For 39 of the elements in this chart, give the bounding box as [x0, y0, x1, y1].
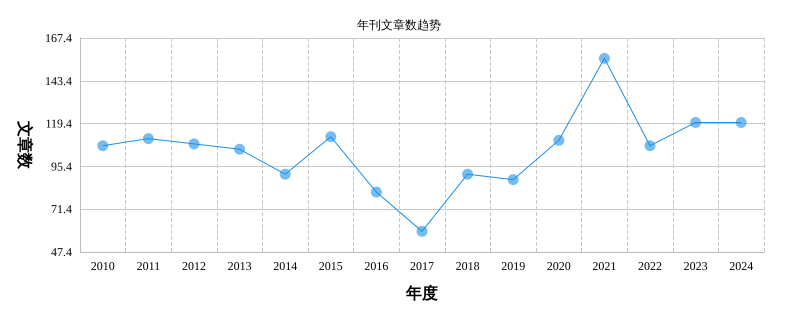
point	[553, 134, 564, 146]
x-tick-label: 2011	[136, 259, 160, 273]
x-axis-title: 年度	[405, 284, 438, 302]
x-tick-label: 2016	[364, 259, 388, 273]
x-tick-label: 2018	[456, 259, 480, 273]
y-tick-label: 95.4	[51, 159, 72, 174]
x-tick-label: 2020	[546, 259, 571, 273]
point	[598, 52, 610, 64]
x-tick-label: 2014	[273, 259, 298, 273]
x-tick-label: 2024	[729, 259, 754, 273]
point	[690, 117, 702, 128]
point	[416, 226, 428, 237]
x-tick-label: 2021	[592, 259, 616, 273]
y-tick-label: 119.4	[45, 116, 72, 131]
x-tick-label: 2015	[318, 259, 343, 273]
y-tick-label: 47.4	[51, 245, 72, 259]
point	[736, 117, 747, 128]
y-tick-label: 143.4	[45, 74, 72, 88]
point	[234, 144, 246, 155]
chart-title: 年刊文章数趋势	[357, 18, 441, 32]
point	[188, 138, 200, 150]
point	[462, 168, 474, 180]
point	[97, 140, 108, 152]
x-tick-label: 2012	[182, 259, 206, 273]
point	[280, 168, 291, 180]
y-tick-label: 167.4	[45, 31, 72, 45]
point	[325, 131, 336, 142]
y-tick-label: 71.4	[51, 202, 72, 216]
point	[370, 186, 382, 198]
x-tick-label: 2022	[638, 259, 662, 273]
y-axis-title: 文章数	[16, 120, 34, 170]
x-tick-label: 2023	[684, 259, 708, 273]
point	[142, 133, 154, 144]
x-tick-label: 2010	[90, 259, 115, 273]
point	[508, 174, 519, 186]
x-tick-label: 2019	[501, 259, 526, 273]
x-tick-label: 2013	[228, 259, 252, 273]
x-tick-label: 2017	[410, 259, 434, 273]
point	[644, 140, 656, 152]
